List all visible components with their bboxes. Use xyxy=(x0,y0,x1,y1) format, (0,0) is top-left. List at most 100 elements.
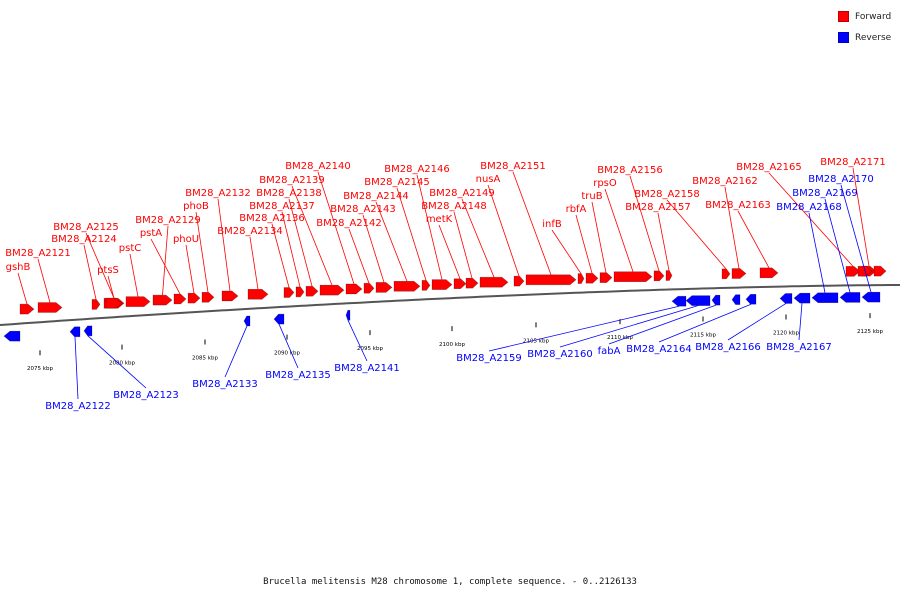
gene-forward xyxy=(721,268,731,280)
gene-forward-label: BM28_A2136 xyxy=(239,213,305,224)
scale-label: 2100 kbp xyxy=(439,342,465,348)
gene-reverse-leader xyxy=(278,323,299,369)
gene-forward xyxy=(295,286,305,298)
gene-forward-label: BM28_A2143 xyxy=(330,204,396,215)
gene-reverse-leader xyxy=(608,304,717,345)
gene-reverse-label: BM28_A2159 xyxy=(456,353,522,364)
gene-forward xyxy=(105,297,123,309)
gene-forward-label: BM28_A2162 xyxy=(692,176,758,187)
gene-forward-leader xyxy=(852,167,870,267)
gene-forward-label: BM28_A2142 xyxy=(316,218,382,229)
gene-forward xyxy=(125,296,151,307)
gene-forward-label: BM28_A2137 xyxy=(249,201,315,212)
gene-reverse-unlabeled xyxy=(731,294,741,305)
gene-forward-leader xyxy=(281,211,301,288)
gene-forward-label: truB xyxy=(581,191,602,202)
gene-forward-label: BM28_A2156 xyxy=(597,165,663,176)
gene-forward-label: BM28_A2158 xyxy=(634,189,700,200)
gene-forward xyxy=(37,302,63,313)
gene-forward-leader xyxy=(195,211,209,293)
gene-reverse-label: BM28_A2160 xyxy=(527,349,593,360)
gene-forward xyxy=(283,287,295,298)
gene-forward-label: BM28_A2149 xyxy=(429,188,495,199)
gene-forward-leader xyxy=(217,198,231,291)
gene-forward-leader xyxy=(737,210,770,269)
gene-reverse-label: BM28_A2135 xyxy=(265,370,331,381)
gene-forward-label: BM28_A2139 xyxy=(259,175,325,186)
gene-forward xyxy=(665,270,673,281)
gene-forward-leader xyxy=(271,223,290,288)
gene-forward xyxy=(221,290,239,302)
gene-forward-leader xyxy=(604,188,634,272)
gene-reverse-leader xyxy=(840,184,872,293)
gene-forward xyxy=(375,282,393,293)
gene-forward-label: BM28_A2171 xyxy=(820,157,886,168)
gene-forward xyxy=(345,283,363,295)
gene-forward-label: rpsO xyxy=(593,178,617,189)
gene-reverse-leader xyxy=(224,325,248,378)
gene-forward xyxy=(731,268,747,279)
gene-forward-label: BM28_A2151 xyxy=(480,161,546,172)
gene-forward-label: BM28_A2132 xyxy=(185,188,251,199)
gene-forward-label: BM28_A2138 xyxy=(256,188,322,199)
gene-forward xyxy=(187,292,201,304)
gene-reverse xyxy=(671,295,687,307)
gene-forward xyxy=(173,293,187,305)
gene-reverse xyxy=(811,292,839,304)
gene-forward-label: BM28_A2163 xyxy=(705,200,771,211)
gene-forward-leader xyxy=(162,225,169,296)
gene-reverse-label: BM28_A2170 xyxy=(808,174,874,185)
gene-reverse-label: BM28_A2122 xyxy=(45,401,111,412)
scale-label: 2105 kbp xyxy=(523,338,549,344)
gene-forward-leader xyxy=(348,228,370,284)
forward-swatch xyxy=(838,11,849,22)
gene-forward-leader xyxy=(512,171,552,275)
gene-reverse-leader xyxy=(74,336,79,400)
gene-forward xyxy=(19,303,35,315)
gene-reverse xyxy=(839,292,861,303)
gene-reverse xyxy=(861,291,881,303)
gene-reverse xyxy=(345,309,351,321)
gene-reverse-label: BM28_A2168 xyxy=(776,202,842,213)
caption: Brucella melitensis M28 chromosome 1, co… xyxy=(263,577,637,587)
gene-reverse-label: BM28_A2169 xyxy=(792,188,858,199)
scale-label: 2110 kbp xyxy=(607,335,633,341)
gene-forward-leader xyxy=(487,184,520,277)
gene-forward-leader xyxy=(396,187,427,281)
gene-forward-label: gshB xyxy=(6,262,31,273)
gene-reverse-label: BM28_A2167 xyxy=(766,342,832,353)
gene-forward xyxy=(453,278,467,290)
gene-reverse-label: BM28_A2123 xyxy=(113,390,179,401)
gene-forward-leader xyxy=(85,232,115,299)
gene-forward-leader xyxy=(724,186,740,269)
gene-forward-label: phoU xyxy=(173,234,199,245)
gene-forward-label: BM28_A2125 xyxy=(53,222,119,233)
gene-forward-label: BM28_A2144 xyxy=(343,191,409,202)
gene-forward-label: metK xyxy=(426,214,453,225)
gene-forward-unlabeled xyxy=(873,265,887,277)
gene-forward-leader xyxy=(288,198,313,287)
gene-forward xyxy=(421,280,431,291)
gene-forward-label: BM28_A2148 xyxy=(421,201,487,212)
gene-forward-label: BM28_A2121 xyxy=(5,248,71,259)
gene-forward xyxy=(759,267,779,279)
gene-forward xyxy=(479,276,509,288)
gene-forward xyxy=(319,284,345,296)
scale-label: 2090 kbp xyxy=(274,351,300,357)
gene-forward xyxy=(653,270,665,282)
gene-reverse-leader xyxy=(798,303,803,341)
gene-reverse xyxy=(69,326,81,338)
gene-forward-leader xyxy=(317,171,355,285)
gene-forward-leader xyxy=(150,238,181,295)
gene-forward xyxy=(91,299,101,310)
gene-forward xyxy=(247,288,269,300)
gene-forward xyxy=(613,271,653,283)
gene-reverse xyxy=(793,292,811,304)
gene-reverse xyxy=(685,295,711,306)
reverse-swatch xyxy=(838,32,849,43)
gene-forward-label: ptsS xyxy=(97,265,119,276)
legend-forward: Forward xyxy=(838,9,898,24)
gene-forward-label: nusA xyxy=(476,174,501,185)
gene-forward xyxy=(513,275,525,287)
gene-forward-label: BM28_A2145 xyxy=(364,177,430,188)
